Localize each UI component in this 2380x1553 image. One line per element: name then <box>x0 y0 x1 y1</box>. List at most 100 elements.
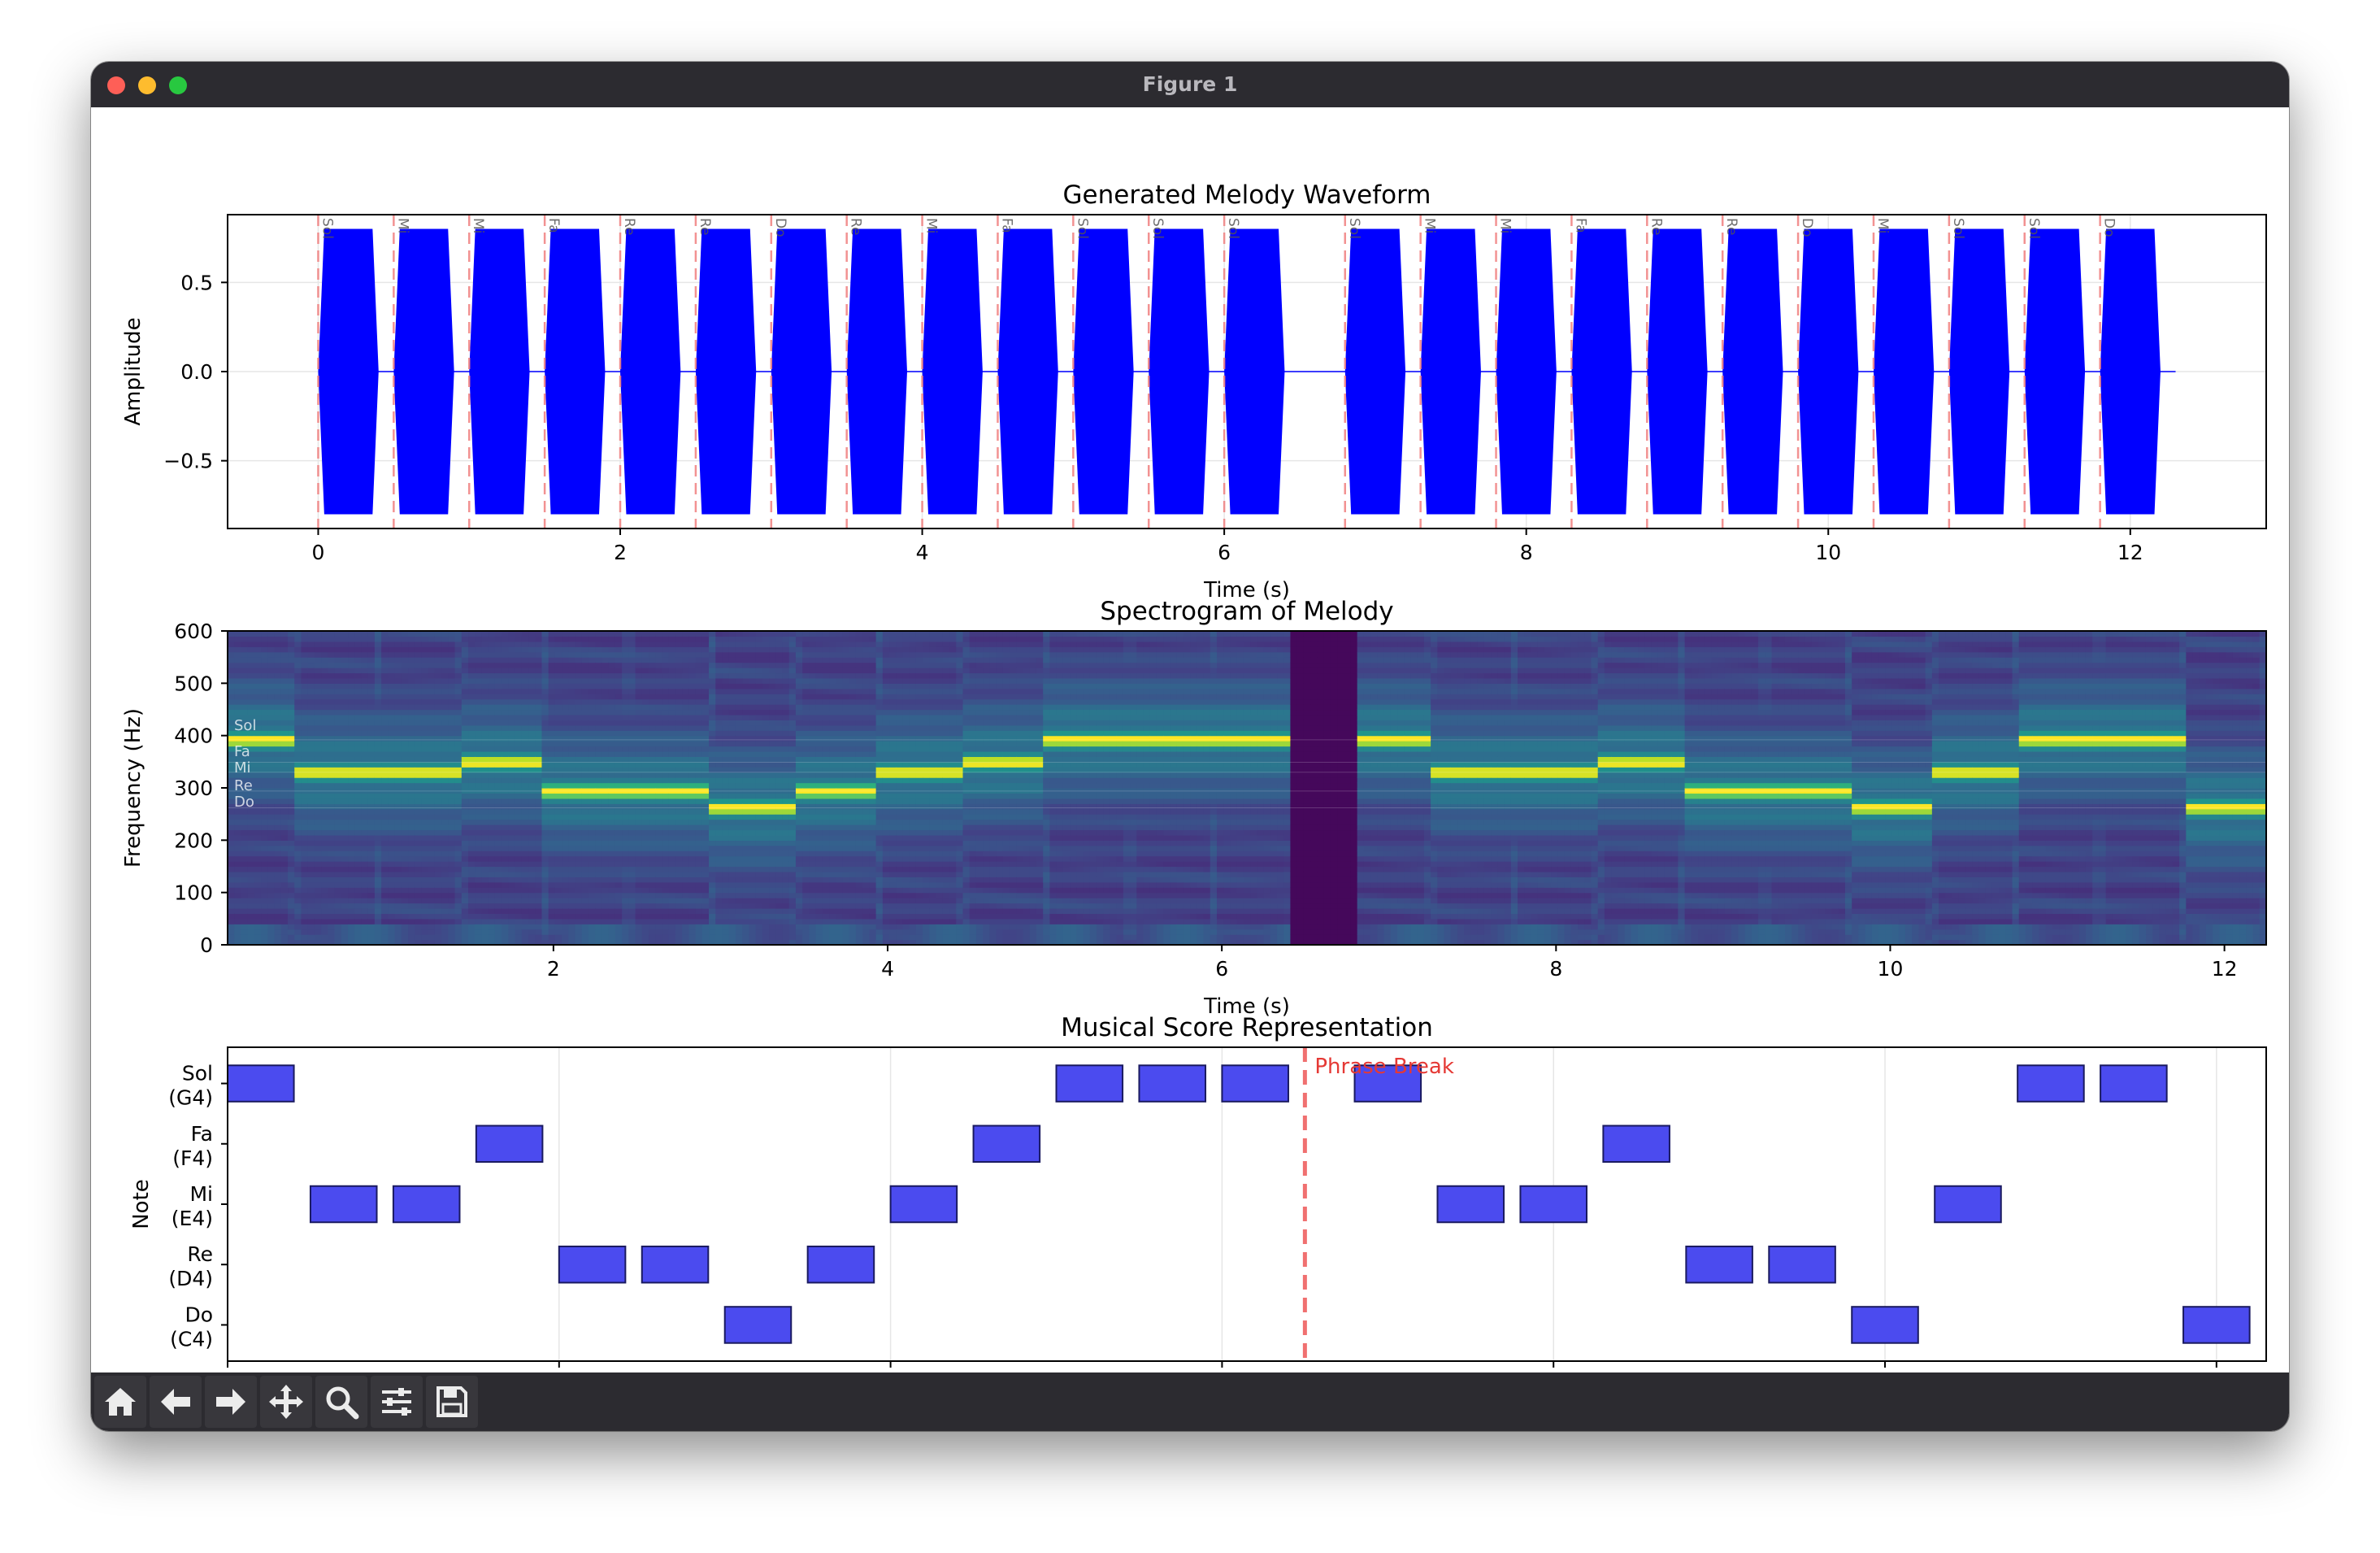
spectrogram-cell <box>755 668 763 674</box>
spectrogram-cell <box>241 651 249 658</box>
close-window-button[interactable] <box>107 76 125 94</box>
spectrogram-cell <box>695 772 703 778</box>
spectrogram-cell <box>267 887 276 894</box>
spectrogram-cell <box>548 840 556 846</box>
spectrogram-cell <box>307 777 315 784</box>
spectrogram-cell <box>635 892 643 898</box>
spectrogram-cell <box>568 829 576 836</box>
spectrogram-cell <box>755 720 763 726</box>
spectrogram-cell <box>394 877 402 883</box>
spectrogram-cell <box>675 662 683 668</box>
spectrogram-cell <box>367 834 376 841</box>
spectrogram-cell <box>441 646 449 653</box>
spectrogram-cell <box>649 750 656 757</box>
spectrogram-cell <box>228 788 235 794</box>
spectrogram-cell <box>755 631 763 637</box>
spectrogram-cell <box>668 892 676 898</box>
spectrogram-cell <box>321 855 328 862</box>
spectrogram-cell <box>602 636 610 642</box>
spectrogram-cell <box>381 881 389 888</box>
spectrogram-cell <box>494 720 502 726</box>
spectrogram-cell <box>682 651 689 658</box>
spectrogram-cell <box>562 913 569 920</box>
spectrogram-cell <box>494 683 502 689</box>
spectrogram-cell <box>488 636 496 642</box>
spectrogram-cell <box>662 892 670 898</box>
spectrogram-cell <box>701 662 710 668</box>
spectrogram-cell <box>415 861 423 868</box>
spectrogram-cell <box>307 714 315 720</box>
spectrogram-cell <box>688 730 697 737</box>
spectrogram-cell <box>602 631 610 637</box>
spectrogram-cell <box>622 834 629 841</box>
spectrogram-cell <box>274 730 282 737</box>
spectrogram-cell <box>508 824 516 831</box>
spectrogram-cell <box>274 636 282 642</box>
spectrogram-cell <box>314 698 322 705</box>
spectrogram-cell <box>321 698 328 705</box>
spectrogram-cell <box>314 741 322 747</box>
spectrogram-cell <box>494 887 502 894</box>
minimize-window-button[interactable] <box>138 76 156 94</box>
spectrogram-cell <box>655 672 663 679</box>
spectrogram-cell <box>695 861 703 868</box>
spectrogram-cell <box>234 750 242 757</box>
spectrogram-cell <box>274 698 282 705</box>
spectrogram-cell <box>428 845 436 851</box>
spectrogram-cell <box>735 672 743 679</box>
spectrogram-cell <box>541 850 549 857</box>
spectrogram-cell <box>434 657 442 663</box>
spectrogram-cell <box>755 756 763 763</box>
spectrogram-cell <box>334 761 342 768</box>
spectrogram-cell <box>548 913 556 920</box>
spectrogram-cell <box>475 688 483 694</box>
spectrogram-cell <box>742 850 749 857</box>
spectrogram-cell <box>415 677 423 684</box>
zoom-window-button[interactable] <box>169 76 187 94</box>
spectrogram-cell <box>635 777 643 784</box>
spectrogram-cell <box>307 850 315 857</box>
spectrogram-cell <box>562 668 569 674</box>
spectrogram-cell <box>742 657 749 663</box>
spectrogram-cell <box>381 636 389 642</box>
spectrogram-cell <box>401 641 409 647</box>
spectrogram-cell <box>415 803 423 810</box>
spectrogram-cell <box>508 924 516 930</box>
spectrogram-cell <box>735 750 743 757</box>
waveform-note-envelope <box>1798 228 1859 515</box>
spectrogram-cell <box>381 892 389 898</box>
spectrogram-cell <box>728 724 736 731</box>
spectrogram-cell <box>528 704 536 711</box>
spectrogram-cell <box>234 903 242 909</box>
spectrogram-cell <box>434 907 442 914</box>
spectrogram-cell <box>307 793 315 799</box>
spectrogram-cell <box>328 913 336 920</box>
spectrogram-cell <box>662 850 670 857</box>
spectrogram-cell <box>662 735 670 742</box>
spectrogram-cell <box>341 939 349 945</box>
spectrogram-cell <box>374 887 382 894</box>
spectrogram-cell <box>488 877 496 883</box>
spectrogram-cell <box>742 651 749 658</box>
figure-canvas[interactable]: Sol Mi Mi Fa Re Re Do Re Mi Fa Sol Sol Sol Sol Mi Mi Fa R… <box>91 107 2289 1431</box>
spectrogram-cell <box>608 662 616 668</box>
spectrogram-cell <box>688 877 697 883</box>
spectrogram-cell <box>441 798 449 804</box>
note-label: Re <box>1648 218 1664 236</box>
spectrogram-cell <box>334 677 342 684</box>
spectrogram-cell <box>475 929 483 935</box>
spectrogram-cell <box>367 887 376 894</box>
spectrogram-cell <box>508 668 516 674</box>
spectrogram-cell <box>294 924 302 930</box>
spectrogram-cell <box>668 777 676 784</box>
spectrogram-cell <box>742 793 749 799</box>
spectrogram-cell <box>261 829 268 836</box>
spectrogram-cell <box>454 709 463 716</box>
spectrogram-cell <box>581 866 589 872</box>
spectrogram-cell <box>548 934 556 941</box>
spectrogram-cell <box>334 929 342 935</box>
spectrogram-cell <box>434 845 442 851</box>
spectrogram-cell <box>562 636 569 642</box>
spectrogram-cell <box>348 641 355 647</box>
spectrogram-cell <box>374 720 382 726</box>
